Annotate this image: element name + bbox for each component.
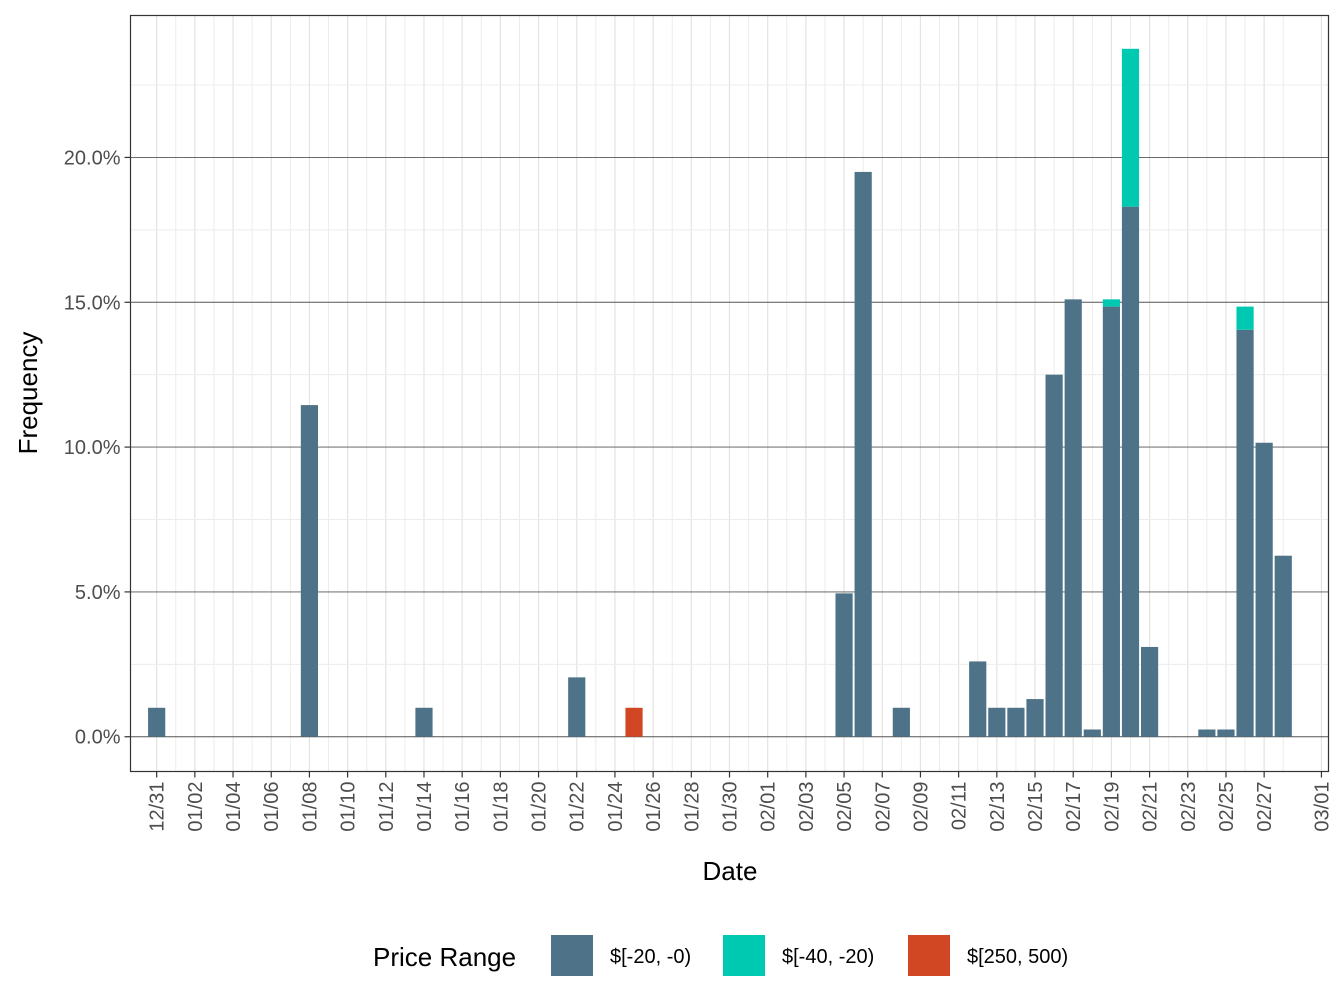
x-tick-label: 02/21	[1140, 782, 1162, 832]
bar-series-1	[1198, 729, 1216, 737]
x-tick-label: 01/08	[299, 782, 321, 832]
x-tick-label: 02/11	[949, 782, 971, 831]
x-tick-label: 01/26	[643, 782, 665, 832]
bar-series-1	[1026, 699, 1044, 737]
x-tick-label: 02/01	[758, 782, 780, 832]
bar-series-1	[1274, 555, 1292, 737]
bar-series-2	[1121, 48, 1140, 207]
bar-series-1	[1007, 707, 1025, 737]
legend: Price Range $[-20, -0) $[-40, -20) $[250…	[373, 935, 1068, 976]
bar-series-1	[1045, 374, 1063, 737]
x-tick-label: 02/15	[1025, 782, 1047, 832]
bar-series-1	[300, 405, 319, 737]
x-tick-label: 01/04	[223, 782, 245, 832]
legend-label-series-3: $[250, 500)	[967, 946, 1068, 968]
bar-series-1	[1083, 729, 1101, 737]
legend-key-series-3	[908, 935, 950, 976]
bar-series-1	[148, 707, 166, 737]
axes: 0.0% 5.0% 10.0% 15.0% 20.0% 12/31 01/02 01/04 01…	[64, 147, 1334, 831]
bar-series-1	[1102, 306, 1120, 737]
y-tick-label: 0.0%	[75, 727, 121, 749]
bar-series-1	[969, 661, 987, 737]
x-tick-label: 01/24	[605, 782, 627, 832]
x-axis-title: Date	[703, 856, 758, 886]
x-tick-label: 02/25	[1216, 782, 1238, 832]
x-tick-label: 01/22	[567, 782, 589, 832]
x-tick-label: 01/12	[376, 782, 398, 832]
y-tick-label: 5.0%	[75, 582, 121, 604]
y-tick-label: 20.0%	[64, 147, 121, 169]
x-tick-label: 01/10	[338, 782, 360, 832]
x-tick-label: 01/30	[720, 782, 742, 832]
legend-key-series-1	[551, 935, 593, 976]
x-tick-label: 02/23	[1178, 782, 1200, 832]
legend-label-series-1: $[-20, -0)	[610, 946, 691, 968]
x-tick-label: 02/19	[1101, 782, 1123, 832]
bar-series-1	[854, 171, 872, 737]
bar-series-1	[1140, 646, 1159, 737]
x-tick-label: 01/18	[490, 782, 512, 832]
bar-series-1	[1217, 729, 1235, 737]
x-tick-label: 02/13	[987, 781, 1009, 831]
y-tick-label: 15.0%	[64, 292, 121, 314]
bar-series-1	[1255, 442, 1273, 737]
bar-series-2	[1102, 299, 1120, 307]
x-tick-label: 03/01	[1311, 782, 1333, 832]
x-tick-label: 01/28	[681, 782, 703, 832]
bar-series-1	[568, 677, 586, 737]
x-tick-label: 02/03	[796, 782, 818, 832]
bar-series-1	[835, 593, 853, 737]
x-tick-label: 12/31	[147, 782, 169, 832]
bars	[148, 48, 1292, 737]
x-tick-label: 02/07	[872, 782, 894, 832]
legend-title: Price Range	[373, 942, 516, 972]
x-tick-label: 02/05	[834, 782, 856, 832]
bar-series-1	[1236, 329, 1254, 737]
x-tick-label: 01/06	[261, 782, 283, 832]
x-tick-label: 02/17	[1063, 782, 1085, 832]
bar-series-1	[892, 707, 910, 737]
bar-series-2	[1236, 306, 1254, 330]
x-tick-label: 01/02	[185, 782, 207, 832]
x-tick-label: 02/27	[1254, 782, 1276, 832]
y-tick-label: 10.0%	[64, 437, 121, 459]
y-axis-title: Frequency	[13, 332, 43, 455]
bar-series-1	[415, 707, 433, 737]
bar-series-1	[988, 707, 1006, 737]
bar-series-1	[1064, 299, 1082, 737]
x-tick-label: 01/20	[529, 782, 551, 832]
legend-key-series-2	[723, 935, 765, 976]
x-tick-label: 01/14	[414, 782, 436, 832]
x-tick-label: 02/09	[910, 782, 932, 832]
legend-label-series-2: $[-40, -20)	[782, 946, 874, 968]
bar-series-1	[1121, 206, 1140, 737]
bar-series-3	[625, 707, 643, 737]
x-tick-label: 01/16	[452, 782, 474, 832]
